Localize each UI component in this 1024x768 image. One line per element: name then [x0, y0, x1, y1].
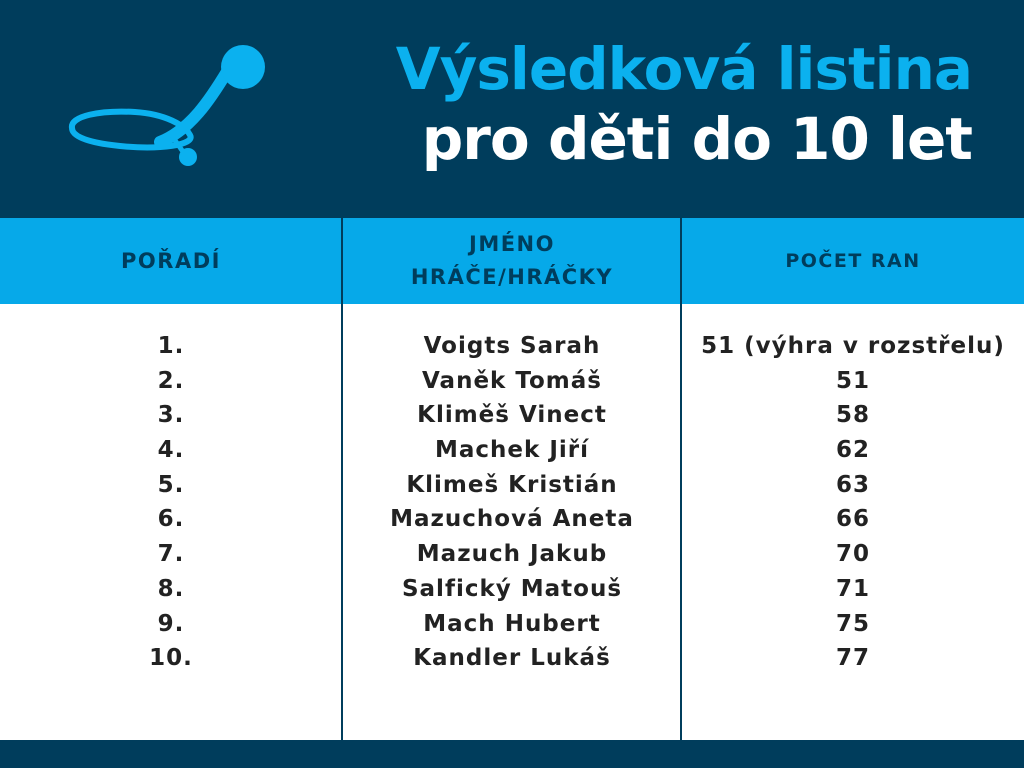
table-row: 4. Machek Jiří 62 [0, 433, 1024, 468]
column-header-score: POČET RAN [785, 250, 921, 272]
player-name-cell: Vaněk Tomáš [422, 367, 602, 394]
rank-cell: 10. [149, 645, 193, 672]
table-row: 8. Salfický Matouš 71 [0, 572, 1024, 607]
player-name-cell: Mazuch Jakub [416, 541, 608, 568]
rank-cell: 5. [157, 471, 185, 498]
column-header-rank: POŘADÍ [121, 249, 221, 273]
rank-cell: 2. [157, 367, 185, 394]
header: Výsledková listina pro děti do 10 let [0, 0, 1024, 218]
column-divider [680, 218, 682, 740]
golf-club-logo-icon [69, 45, 265, 166]
player-name-cell: Machek Jiří [435, 437, 589, 464]
page-subtitle: pro děti do 10 let [421, 105, 973, 173]
results-table-body: 1. Voigts Sarah 51 (výhra v rozstřelu) 2. Va… [0, 329, 1024, 676]
player-name-cell: Kandler Lukáš [413, 645, 611, 672]
player-name-cell: Mach Hubert [423, 610, 601, 637]
player-name-cell: Klimeš Kristián [406, 471, 618, 498]
score-cell: 51 [835, 367, 870, 394]
table-row: 9. Mach Hubert 75 [0, 607, 1024, 642]
table-row: 3. Kliměš Vinect 58 [0, 398, 1024, 433]
table-header: POŘADÍ JMÉNO HRÁČE/HRÁČKY POČET RAN [0, 218, 1024, 304]
score-cell: 71 [835, 575, 870, 602]
rank-cell: 6. [157, 506, 185, 533]
rank-cell: 3. [157, 402, 185, 429]
player-name-cell: Mazuchová Aneta [390, 506, 634, 533]
score-cell: 51 (výhra v rozstřelu) [701, 333, 1005, 359]
player-name-cell: Salfický Matouš [401, 575, 623, 602]
score-cell: 58 [835, 402, 870, 429]
rank-cell: 1. [157, 333, 185, 359]
rank-cell: 9. [157, 610, 185, 637]
table-row: 10. Kandler Lukáš 77 [0, 641, 1024, 676]
table-row: 5. Klimeš Kristián 63 [0, 468, 1024, 503]
page-title: Výsledková listina [395, 35, 973, 103]
rank-cell: 8. [157, 575, 185, 602]
column-divider [341, 218, 343, 740]
column-header-name-label: JMÉNO HRÁČE/HRÁČKY [410, 232, 614, 289]
column-header-name: JMÉNO HRÁČE/HRÁČKY [342, 218, 682, 304]
rank-cell: 7. [157, 541, 185, 568]
footer-bar [0, 740, 1024, 768]
table-row: 7. Mazuch Jakub 70 [0, 537, 1024, 572]
table-row: 1. Voigts Sarah 51 (výhra v rozstřelu) [0, 329, 1024, 364]
score-cell: 70 [835, 541, 870, 568]
score-cell: 62 [835, 437, 870, 464]
table-row: 6. Mazuchová Aneta 66 [0, 502, 1024, 537]
score-cell: 63 [835, 471, 870, 498]
table-row: 2. Vaněk Tomáš 51 [0, 364, 1024, 399]
score-cell: 77 [835, 645, 870, 672]
score-cell: 75 [835, 610, 870, 637]
rank-cell: 4. [157, 437, 185, 464]
player-name-cell: Voigts Sarah [423, 333, 601, 359]
score-cell: 66 [835, 506, 870, 533]
player-name-cell: Kliměš Vinect [417, 402, 607, 429]
